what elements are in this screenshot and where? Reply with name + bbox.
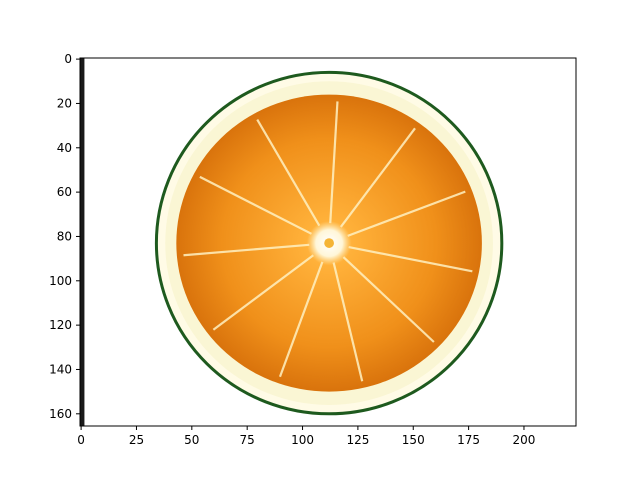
x-tick-label: 25 xyxy=(129,433,144,447)
segment-membrane xyxy=(348,245,473,273)
segment-membrane xyxy=(278,261,324,378)
y-tick-label: 0 xyxy=(64,52,72,66)
x-tick-label: 0 xyxy=(77,433,85,447)
y-tick-label: 140 xyxy=(49,362,72,376)
y-tick-label: 20 xyxy=(57,96,72,110)
orange-center-seed xyxy=(324,238,334,248)
segment-membrane xyxy=(347,190,466,237)
x-tick-label: 125 xyxy=(346,433,369,447)
image-area xyxy=(80,58,576,426)
segment-membrane xyxy=(339,127,416,228)
axes-frame xyxy=(79,57,577,427)
segment-membrane xyxy=(199,175,312,235)
x-axis: 0 25 50 75 100 125 150 175 200 xyxy=(77,426,535,447)
segment-membrane xyxy=(183,243,310,257)
y-tick-label: 60 xyxy=(57,185,72,199)
segment-membrane xyxy=(342,256,435,343)
segment-membrane xyxy=(212,254,314,331)
y-tick-label: 40 xyxy=(57,141,72,155)
segment-membrane xyxy=(329,101,339,224)
x-tick-label: 50 xyxy=(184,433,199,447)
image-left-dark-edge xyxy=(80,58,85,426)
x-tick-label: 100 xyxy=(291,433,314,447)
x-tick-label: 200 xyxy=(513,433,536,447)
segment-membrane xyxy=(256,119,321,227)
y-tick-label: 80 xyxy=(57,229,72,243)
segment-membrane xyxy=(332,262,364,382)
y-axis: 0 20 40 60 80 100 120 140 160 xyxy=(49,52,80,421)
orange-slice-image xyxy=(154,70,504,416)
y-tick-label: 160 xyxy=(49,407,72,421)
y-tick-label: 100 xyxy=(49,274,72,288)
x-tick-label: 150 xyxy=(402,433,425,447)
x-tick-label: 75 xyxy=(240,433,255,447)
orange-segment-membranes xyxy=(183,101,473,382)
x-tick-label: 175 xyxy=(457,433,480,447)
y-tick-label: 120 xyxy=(49,318,72,332)
